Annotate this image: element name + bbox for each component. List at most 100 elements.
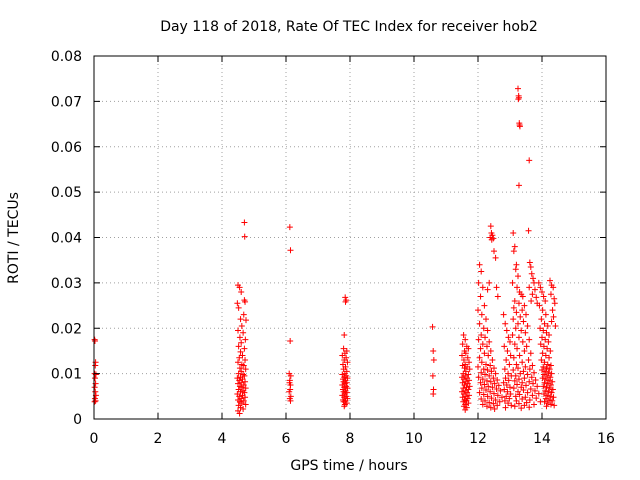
data-point <box>478 311 485 318</box>
y-axis-label: ROTI / TECUs <box>6 192 22 284</box>
data-point <box>430 347 437 354</box>
data-point <box>493 284 500 291</box>
data-point <box>524 389 531 396</box>
data-point <box>501 386 508 393</box>
data-point <box>491 380 498 387</box>
data-point <box>519 359 526 366</box>
data-point <box>478 359 485 366</box>
data-point <box>462 406 469 413</box>
data-point <box>242 378 249 385</box>
data-point <box>511 341 518 348</box>
data-point <box>465 400 472 407</box>
data-point <box>476 320 483 327</box>
data-point <box>242 394 249 401</box>
data-point <box>340 345 347 352</box>
data-point <box>542 376 549 383</box>
data-point <box>523 311 529 318</box>
data-point <box>546 396 553 403</box>
x-tick-label: 12 <box>469 431 487 447</box>
data-point <box>542 368 549 375</box>
data-point <box>542 387 549 394</box>
y-tick-label: 0.03 <box>51 276 82 292</box>
data-point <box>532 376 539 383</box>
data-point <box>547 347 554 354</box>
data-point <box>533 395 540 402</box>
data-point <box>465 371 472 378</box>
y-tick-label: 0.06 <box>51 140 82 156</box>
data-point <box>465 345 472 352</box>
x-axis-label: GPS time / hours <box>290 458 407 474</box>
data-point <box>547 401 554 408</box>
data-point <box>496 398 503 405</box>
data-point <box>481 350 488 357</box>
y-tick-label: 0.01 <box>51 367 82 383</box>
data-point <box>521 302 528 309</box>
data-point <box>538 316 545 323</box>
data-point <box>521 375 528 382</box>
data-point <box>537 284 544 291</box>
data-point <box>509 279 516 286</box>
data-point <box>475 279 482 286</box>
data-point <box>242 298 249 305</box>
data-point <box>477 345 484 352</box>
data-point <box>522 363 529 370</box>
data-point <box>497 387 504 394</box>
data-point <box>547 291 554 298</box>
x-tick-label: 4 <box>218 431 227 447</box>
data-point <box>528 374 535 381</box>
data-point <box>526 284 533 291</box>
data-point <box>235 359 241 366</box>
data-point <box>505 370 512 377</box>
data-point <box>287 372 294 379</box>
data-point <box>514 381 521 388</box>
data-point <box>286 388 293 395</box>
data-point <box>545 369 552 376</box>
data-point <box>539 288 545 295</box>
data-point <box>237 348 244 355</box>
data-point <box>491 406 498 413</box>
data-point <box>486 372 493 379</box>
data-point <box>517 370 524 377</box>
data-point <box>429 323 436 330</box>
data-point <box>529 291 536 298</box>
data-point <box>487 347 494 354</box>
data-point <box>524 322 531 329</box>
data-point <box>475 363 481 370</box>
data-point <box>547 362 554 369</box>
data-point <box>534 383 541 390</box>
y-tick-label: 0.04 <box>51 231 82 247</box>
data-point <box>520 318 527 325</box>
data-point <box>519 293 526 300</box>
data-point <box>488 368 495 375</box>
data-point <box>466 377 473 384</box>
data-point <box>495 382 502 389</box>
data-point <box>514 284 521 291</box>
data-point <box>520 386 527 393</box>
data-point <box>528 270 535 277</box>
data-point <box>521 402 528 409</box>
data-point <box>507 391 514 398</box>
data-point <box>344 359 351 366</box>
data-point <box>477 379 484 386</box>
grid-lines <box>94 56 606 419</box>
data-point <box>480 391 487 398</box>
data-point <box>516 123 523 130</box>
data-point <box>235 327 241 334</box>
data-point <box>479 401 486 408</box>
data-point <box>429 372 436 379</box>
data-point <box>546 332 553 339</box>
data-point <box>242 366 249 373</box>
data-point <box>551 402 558 409</box>
data-point <box>541 398 548 405</box>
data-point <box>241 219 248 226</box>
data-point <box>480 325 487 332</box>
data-point <box>340 366 347 373</box>
data-point <box>339 352 346 359</box>
data-point <box>489 357 496 364</box>
data-point <box>488 236 495 243</box>
data-point <box>500 379 507 386</box>
data-point <box>510 229 517 236</box>
data-point <box>515 320 521 327</box>
data-point <box>513 309 520 316</box>
